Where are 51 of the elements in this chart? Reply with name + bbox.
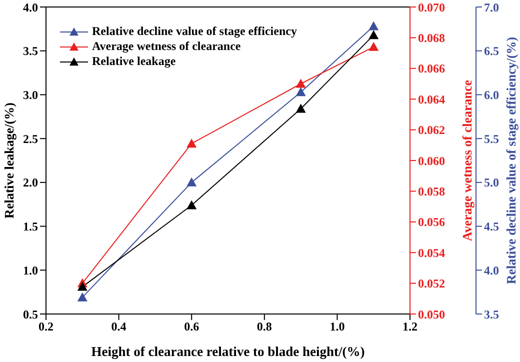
y2-tick-label: 0.070: [418, 0, 445, 14]
point: [296, 104, 306, 113]
y2-tick-label: 0.066: [418, 62, 445, 76]
y-tick-label: 0.5: [23, 307, 38, 322]
y-axis-title: Relative leakage/(%): [2, 102, 17, 218]
x-tick-label: 0.6: [184, 320, 200, 334]
y-tick-label: 1.0: [23, 263, 38, 278]
y3-tick-label: 4.5: [484, 220, 499, 234]
y3-tick-label: 4.0: [484, 263, 499, 278]
y2-axis-title: Average wetness of clearance: [460, 80, 475, 242]
point: [368, 21, 379, 30]
point: [77, 292, 88, 302]
y-tick-label: 2.0: [23, 176, 38, 190]
x-axis-title: Height of clearance relative to blade height/(%): [91, 344, 365, 359]
y-tick-label: 4.0: [23, 0, 38, 14]
y2-tick-label: 0.064: [418, 92, 445, 106]
point: [186, 177, 197, 186]
point: [77, 282, 88, 291]
point: [186, 200, 197, 210]
y-tick-label: 2.5: [23, 132, 38, 146]
y2-tick-label: 0.056: [418, 215, 445, 230]
y2-tick-label: 0.058: [418, 184, 445, 198]
y3-tick-label: 7.0: [484, 0, 499, 14]
y-tick-label: 1.5: [23, 220, 38, 234]
y2-tick-label: 0.054: [418, 246, 445, 260]
point: [296, 87, 306, 96]
y2-tick-label: 0.050: [418, 307, 445, 322]
point: [368, 30, 379, 40]
y3-tick-label: 6.5: [484, 44, 499, 58]
y3-axis-title: Relative decline value of stage efficiency/(%): [504, 36, 519, 284]
x-tick-label: 0.4: [111, 320, 126, 334]
y2-tick-label: 0.068: [418, 30, 445, 45]
legend-label: Average wetness of clearance: [92, 39, 241, 54]
point: [186, 138, 197, 148]
y2-tick-label: 0.052: [418, 276, 445, 291]
y3-tick-label: 5.5: [484, 132, 499, 146]
legend-label: Relative decline value of stage efficiency: [92, 24, 297, 39]
y3-tick-label: 6.0: [484, 88, 499, 102]
x-tick-label: 1.2: [402, 320, 418, 334]
y2-tick-label: 0.062: [418, 123, 445, 138]
x-tick-label: 0.2: [38, 320, 54, 334]
y-tick-label: 3.5: [23, 44, 38, 58]
legend-label: Relative leakage: [92, 54, 176, 69]
y-tick-label: 3.0: [23, 88, 38, 102]
point: [296, 78, 306, 88]
y3-tick-label: 3.5: [484, 307, 499, 322]
x-tick-label: 1.0: [330, 320, 345, 334]
y3-tick-label: 5.0: [484, 176, 499, 190]
x-tick-label: 0.8: [256, 320, 272, 334]
y2-tick-label: 0.060: [418, 154, 445, 168]
point: [368, 42, 379, 51]
